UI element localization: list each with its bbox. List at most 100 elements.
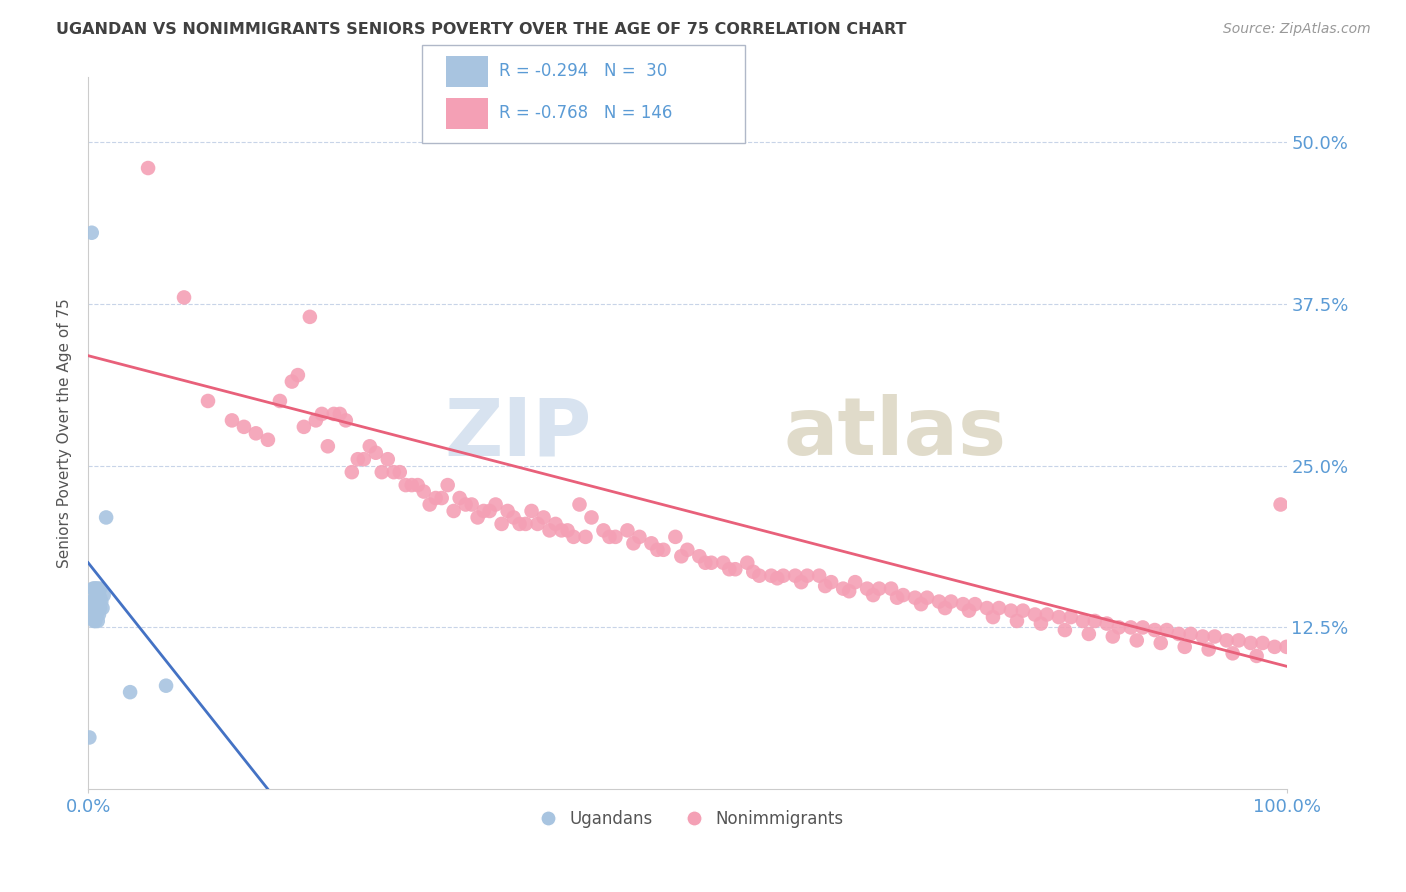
- Point: [245, 426, 267, 441]
- Point: [136, 161, 159, 175]
- Point: [86, 607, 108, 622]
- Point: [419, 498, 441, 512]
- Point: [83, 582, 105, 596]
- Point: [987, 601, 1010, 615]
- Point: [1108, 620, 1130, 634]
- Point: [1204, 630, 1226, 644]
- Point: [844, 575, 866, 590]
- Point: [1024, 607, 1046, 622]
- Point: [700, 556, 723, 570]
- Point: [856, 582, 879, 596]
- Point: [316, 439, 339, 453]
- Point: [509, 516, 531, 531]
- Point: [664, 530, 686, 544]
- Point: [544, 516, 567, 531]
- Point: [406, 478, 429, 492]
- Point: [1126, 633, 1149, 648]
- Point: [1251, 636, 1274, 650]
- Point: [502, 510, 524, 524]
- Text: R = -0.294   N =  30: R = -0.294 N = 30: [499, 62, 668, 80]
- Point: [269, 394, 291, 409]
- Text: R = -0.768   N = 146: R = -0.768 N = 146: [499, 104, 672, 122]
- Point: [436, 478, 458, 492]
- Point: [485, 498, 508, 512]
- Point: [1150, 636, 1173, 650]
- Point: [460, 498, 482, 512]
- Point: [647, 542, 669, 557]
- Point: [808, 568, 831, 582]
- Point: [86, 582, 108, 596]
- Point: [478, 504, 501, 518]
- Point: [311, 407, 333, 421]
- Point: [814, 579, 837, 593]
- Point: [904, 591, 927, 605]
- Point: [86, 594, 108, 608]
- Point: [790, 575, 813, 590]
- Point: [233, 420, 256, 434]
- Point: [724, 562, 747, 576]
- Point: [574, 530, 596, 544]
- Point: [981, 610, 1004, 624]
- Point: [939, 594, 962, 608]
- Point: [87, 582, 110, 596]
- Point: [718, 562, 741, 576]
- Text: ZIP: ZIP: [444, 394, 592, 473]
- Point: [173, 290, 195, 304]
- Point: [562, 530, 585, 544]
- Point: [197, 394, 219, 409]
- Point: [84, 582, 107, 596]
- Point: [340, 465, 363, 479]
- Point: [82, 582, 104, 596]
- Point: [910, 597, 932, 611]
- Point: [93, 588, 115, 602]
- Point: [820, 575, 842, 590]
- Point: [628, 530, 651, 544]
- Point: [359, 439, 381, 453]
- Point: [1095, 616, 1118, 631]
- Point: [598, 530, 620, 544]
- Point: [640, 536, 662, 550]
- Point: [1132, 620, 1154, 634]
- Point: [346, 452, 368, 467]
- Point: [364, 446, 387, 460]
- Point: [1275, 640, 1298, 654]
- Point: [287, 368, 309, 383]
- Point: [84, 614, 107, 628]
- Point: [568, 498, 591, 512]
- Point: [1191, 630, 1213, 644]
- Point: [87, 614, 110, 628]
- Point: [1174, 640, 1197, 654]
- Point: [1264, 640, 1286, 654]
- Point: [711, 556, 734, 570]
- Point: [785, 568, 807, 582]
- Point: [395, 478, 418, 492]
- Point: [79, 731, 101, 745]
- Point: [737, 556, 759, 570]
- Point: [496, 504, 519, 518]
- Point: [550, 524, 572, 538]
- Point: [520, 504, 543, 518]
- Point: [257, 433, 280, 447]
- Point: [581, 510, 603, 524]
- Point: [1084, 614, 1107, 628]
- Point: [1167, 627, 1189, 641]
- Point: [377, 452, 399, 467]
- Point: [671, 549, 693, 564]
- Point: [796, 568, 818, 582]
- Point: [592, 524, 614, 538]
- Point: [963, 597, 986, 611]
- Point: [1239, 636, 1261, 650]
- Point: [1053, 623, 1076, 637]
- Point: [1198, 642, 1220, 657]
- Point: [1246, 648, 1268, 663]
- Point: [1101, 630, 1123, 644]
- Point: [1215, 633, 1237, 648]
- Point: [838, 584, 860, 599]
- Point: [1060, 610, 1083, 624]
- Point: [371, 465, 394, 479]
- Point: [83, 614, 105, 628]
- Point: [952, 597, 974, 611]
- Point: [623, 536, 645, 550]
- Point: [472, 504, 495, 518]
- Point: [742, 565, 765, 579]
